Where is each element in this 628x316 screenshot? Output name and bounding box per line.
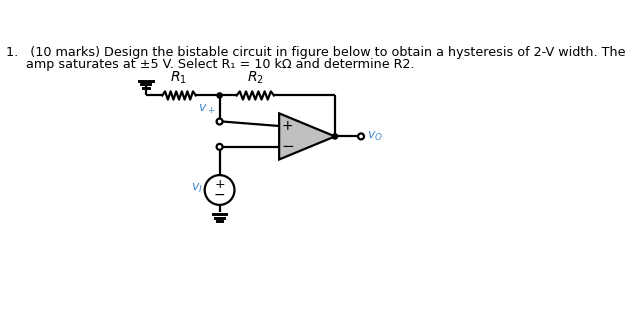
Text: $v_O$: $v_O$: [367, 130, 383, 143]
Text: $v_I$: $v_I$: [191, 182, 202, 195]
Text: −: −: [214, 188, 225, 202]
Circle shape: [217, 144, 222, 150]
Text: $v_+$: $v_+$: [198, 102, 216, 116]
Circle shape: [332, 134, 338, 139]
Text: amp saturates at ±5 V. Select R₁ = 10 kΩ and determine R2.: amp saturates at ±5 V. Select R₁ = 10 kΩ…: [6, 58, 414, 71]
Text: +: +: [281, 119, 293, 133]
Polygon shape: [279, 113, 335, 160]
Circle shape: [358, 133, 364, 139]
Circle shape: [217, 118, 222, 125]
Text: $R_1$: $R_1$: [170, 70, 187, 86]
Text: +: +: [214, 178, 225, 191]
Text: 1.   (10 marks) Design the bistable circuit in figure below to obtain a hysteres: 1. (10 marks) Design the bistable circui…: [6, 46, 628, 59]
Circle shape: [217, 93, 222, 98]
Text: −: −: [281, 139, 294, 154]
Text: $R_2$: $R_2$: [247, 70, 264, 86]
